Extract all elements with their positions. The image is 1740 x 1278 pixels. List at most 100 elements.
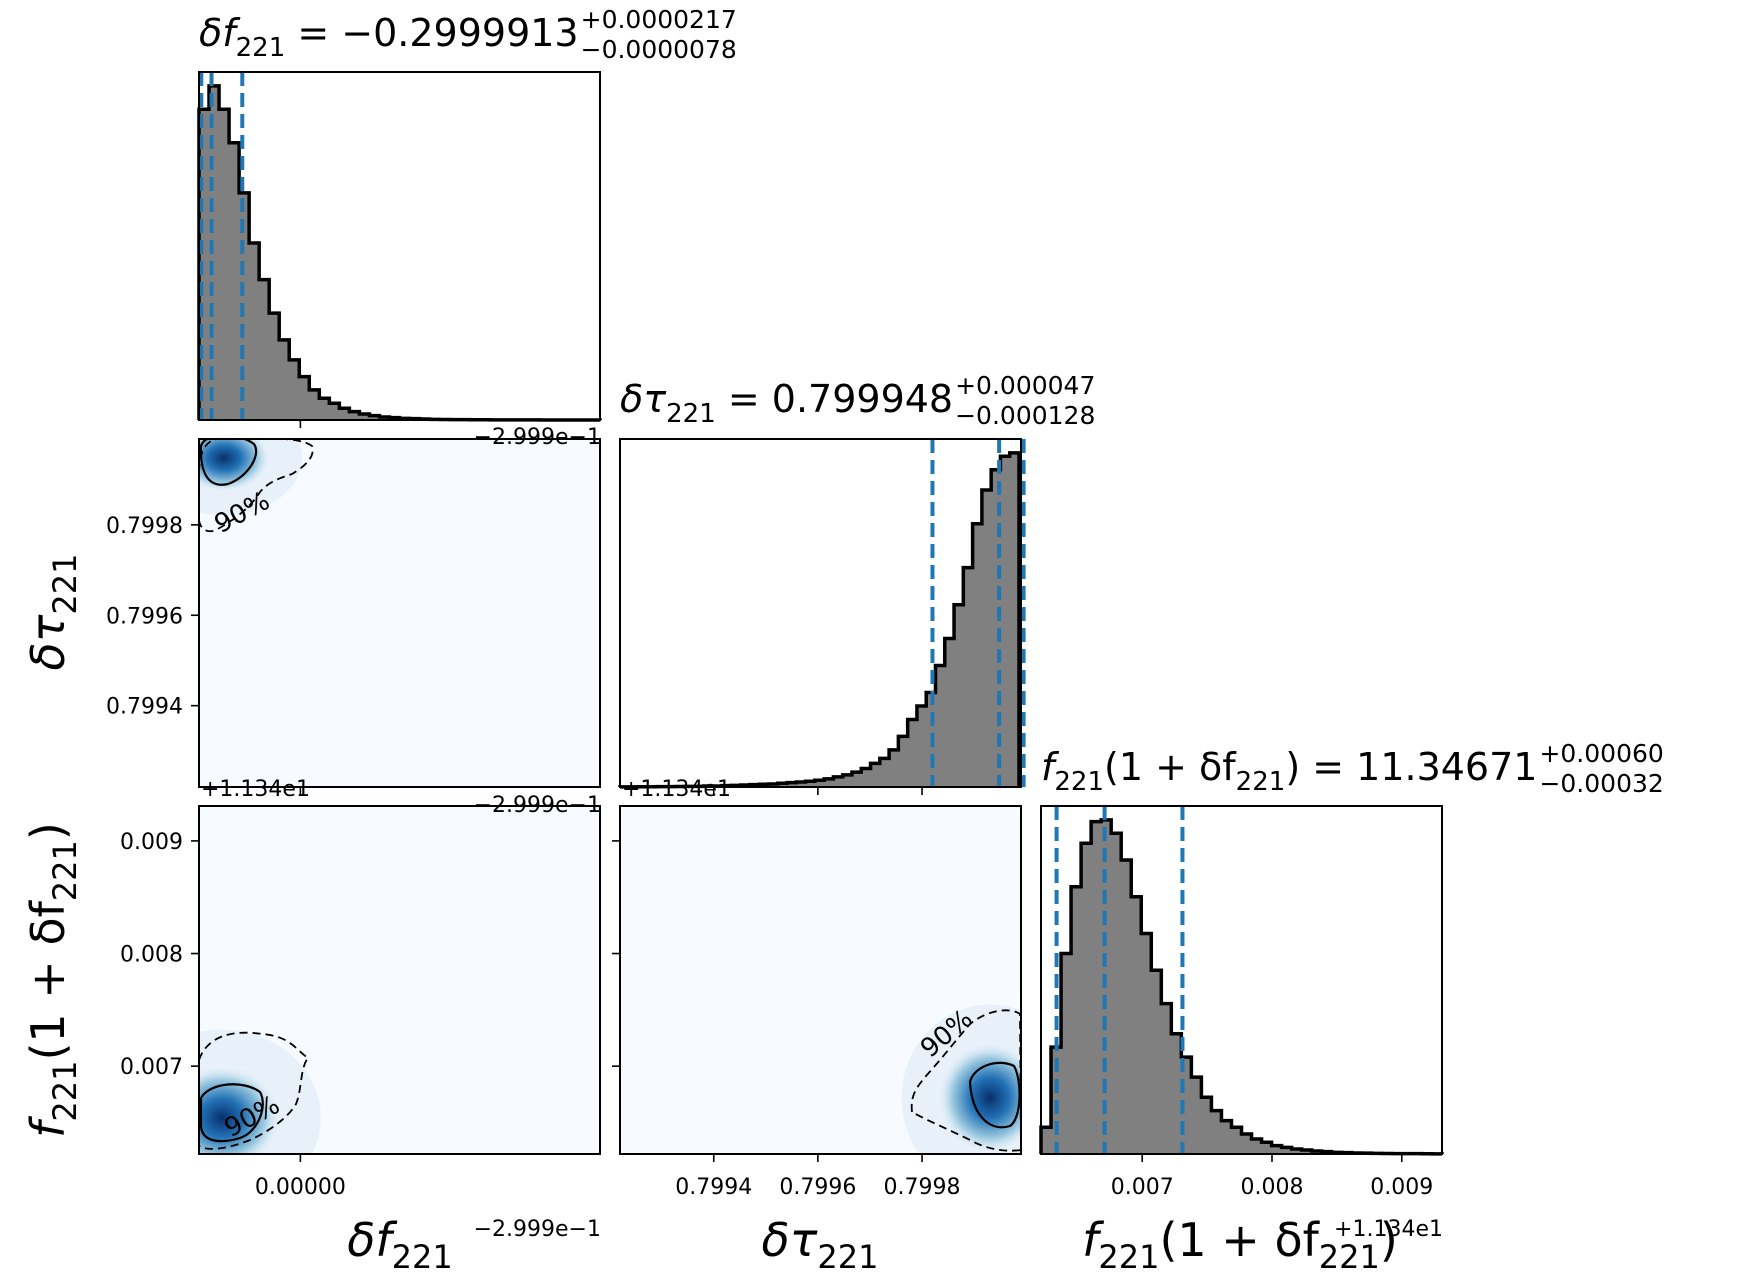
hist-bar: [259, 279, 270, 420]
density-f-vs-dtau: 90%: [619, 805, 1022, 1155]
hist-bar: [1201, 1097, 1212, 1154]
hist-bar: [269, 313, 280, 420]
title-delta-f221: δf221 = −0.2999913: [199, 11, 579, 63]
histogram-f221-shifted: [1039, 805, 1444, 1156]
panel-frame: [619, 805, 1022, 1155]
hist-bar: [1151, 970, 1162, 1154]
hist-bar: [1241, 1133, 1252, 1154]
y-offset-text: +1.134e1: [622, 777, 731, 802]
title-f221-shifted-minus: −0.00032: [1539, 769, 1663, 798]
hist-bar: [1071, 886, 1082, 1154]
hist-bar: [963, 567, 974, 787]
hist-bar: [289, 359, 300, 420]
hist-bar: [1301, 1149, 1313, 1154]
y-tick-label: 0.7994: [106, 695, 183, 720]
hist-bar: [349, 411, 360, 420]
x-offset-text: −2.999e−1: [474, 793, 601, 818]
hist-bar: [907, 719, 918, 787]
x-tick-label: 0.007: [1111, 1175, 1174, 1200]
hist-bar: [1009, 452, 1020, 787]
hist-bar: [329, 403, 340, 420]
title-delta-tau221-minus: −0.000128: [955, 401, 1095, 430]
contour-inner: [199, 439, 258, 486]
hist-bar: [1261, 1142, 1272, 1154]
hist-bar: [861, 768, 871, 787]
hist-bar: [833, 776, 844, 787]
hist-bar: [944, 638, 955, 787]
title-delta-tau221-plus: +0.000047: [955, 371, 1095, 400]
hist-bar: [1211, 1110, 1222, 1154]
hist-bar: [229, 142, 240, 420]
density-core: [935, 1040, 1021, 1154]
hist-bar: [1171, 1033, 1182, 1154]
histogram-delta-f221: [197, 71, 602, 422]
hist-bar: [249, 242, 260, 420]
hist-bar: [1181, 1057, 1192, 1154]
panel-frame: [619, 438, 1022, 788]
hist-bar: [369, 415, 380, 420]
hist-bar: [796, 781, 806, 787]
hist-bar: [851, 772, 862, 787]
title-f221-shifted-plus: +0.00060: [1539, 739, 1663, 768]
hist-bar: [239, 192, 250, 420]
hist-bar: [339, 408, 350, 420]
hist-bar: [1161, 1003, 1172, 1154]
hist-bar: [1221, 1120, 1232, 1154]
histogram-delta-tau221: [618, 438, 1026, 789]
y-tick-label: 0.7998: [106, 514, 183, 539]
hist-bar: [1111, 833, 1122, 1154]
y-offset-text: +1.134e1: [201, 777, 310, 802]
x-offset-text: +1.134e1: [1334, 1217, 1443, 1242]
contour-90: [199, 439, 314, 533]
hist-bar: [954, 604, 964, 787]
title-f221-shifted: f221(1 + δf221) = 11.34671: [1041, 745, 1537, 797]
hist-bar: [1251, 1138, 1262, 1154]
hist-bar: [219, 109, 230, 420]
hist-bar: [1121, 860, 1132, 1154]
hist-bar: [199, 109, 210, 420]
y-tick-label: 0.009: [120, 830, 183, 855]
x-offset-text: −2.999e−1: [474, 1217, 601, 1242]
panel-frame: [198, 805, 601, 1155]
hist-bar: [898, 736, 909, 787]
hist-bar: [1141, 933, 1152, 1154]
hist-bar: [1271, 1145, 1282, 1154]
hist-bar: [359, 413, 370, 420]
hist-bar: [1000, 456, 1011, 787]
hist-bar: [1281, 1147, 1293, 1154]
hist-bar: [972, 523, 983, 787]
hist-bar: [814, 780, 825, 787]
hist-bar: [916, 706, 927, 787]
axis-ticks: −0.000050.000000.79940.79960.79980.0070.…: [106, 420, 1443, 1242]
xlabel-delta-f221: δf221: [347, 1213, 452, 1276]
ylabel-f221-shifted: f221(1 + δf221): [21, 822, 84, 1138]
hist-bar: [777, 783, 788, 787]
hist-bar: [1191, 1077, 1202, 1154]
hist-bar: [1061, 953, 1072, 1154]
y-tick-label: 0.7996: [106, 604, 183, 629]
hist-bar: [981, 490, 992, 787]
hist-bar: [299, 376, 310, 420]
hist-bar: [309, 389, 320, 420]
xlabel-delta-tau221: δτ221: [762, 1213, 879, 1276]
y-tick-label: 0.007: [120, 1055, 183, 1080]
hist-bar: [1041, 1127, 1052, 1154]
x-tick-label: 0.7998: [884, 1175, 961, 1200]
ylabel-delta-tau221: δτ221: [21, 554, 84, 671]
hist-bar: [1081, 843, 1092, 1154]
panel-frame: [198, 71, 601, 421]
contour-90: [910, 1009, 1021, 1152]
hist-bar: [842, 774, 853, 787]
hist-bar: [879, 758, 890, 787]
hist-bar: [209, 85, 220, 421]
title-delta-f221-plus: +0.0000217: [581, 5, 737, 34]
hist-bar: [1231, 1127, 1242, 1154]
contour-90: [199, 1031, 310, 1150]
panel-titles: δf221 = −0.2999913 +0.0000217−0.0000078 δτ…: [199, 5, 1664, 798]
x-tick-label: 0.7994: [675, 1175, 752, 1200]
axis-labels: δf221 δτ221 f221(1 + δf221) δτ221 f221(1 + δ…: [21, 554, 1398, 1276]
hist-bar: [824, 778, 834, 787]
hist-bar: [870, 763, 881, 787]
hist-bar: [279, 339, 290, 420]
